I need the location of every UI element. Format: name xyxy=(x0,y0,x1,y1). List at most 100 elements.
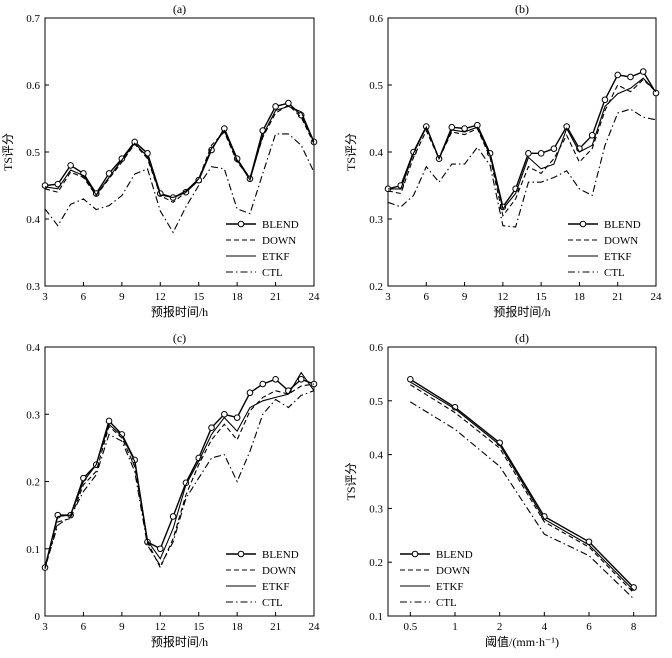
series-line-blend xyxy=(387,70,657,209)
data-point-blend xyxy=(537,150,545,157)
x-axis-title: 预报时间/h xyxy=(493,304,550,319)
y-tick-label: 0.3 xyxy=(369,214,383,226)
legend-label-down: DOWN xyxy=(436,565,470,577)
x-tick-label: 12 xyxy=(155,621,166,633)
y-tick-label: 0.3 xyxy=(369,503,383,515)
legend-label-down: DOWN xyxy=(262,565,296,577)
data-point-blend xyxy=(652,89,660,97)
series-line-etkf xyxy=(44,105,315,199)
legend-label-ctl: CTL xyxy=(262,267,283,279)
y-tick-label: 0.5 xyxy=(369,80,383,92)
legend-marker-blend xyxy=(237,550,245,558)
x-tick-label: 21 xyxy=(612,291,623,303)
data-point-blend xyxy=(195,176,203,184)
panel-title: (b) xyxy=(515,2,529,16)
data-point-blend xyxy=(259,380,267,388)
y-tick-label: 0.6 xyxy=(26,80,40,92)
legend-label-etkf: ETKF xyxy=(262,581,290,593)
plot-frame xyxy=(387,346,657,617)
data-point-blend xyxy=(550,145,558,152)
legend-label-ctl: CTL xyxy=(604,267,625,279)
data-point-blend xyxy=(156,545,164,553)
x-tick-label: 6 xyxy=(81,621,87,633)
data-point-blend xyxy=(310,380,318,388)
legend-marker-blend xyxy=(579,220,587,228)
x-tick-label: 18 xyxy=(232,621,244,633)
x-tick-label: 21 xyxy=(270,621,281,633)
x-axis-title: 阈值/(mm·h⁻¹) xyxy=(485,634,559,649)
y-tick-label: 0 xyxy=(35,611,41,623)
x-tick-label: 3 xyxy=(42,621,48,633)
x-tick-label: 1 xyxy=(452,621,458,633)
x-tick-label: 15 xyxy=(193,291,205,303)
x-tick-label: 12 xyxy=(497,291,508,303)
legend-label-ctl: CTL xyxy=(436,597,457,609)
x-tick-label: 15 xyxy=(193,621,205,633)
panel-title: (a) xyxy=(173,2,186,16)
x-tick-label: 4 xyxy=(542,621,548,633)
series-line-down xyxy=(387,78,657,217)
x-tick-label: 9 xyxy=(462,291,468,303)
data-point-blend xyxy=(297,375,305,383)
series-line-blend xyxy=(44,102,315,199)
series-line-ctl xyxy=(44,390,315,568)
legend-label-blend: BLEND xyxy=(262,219,299,231)
legend: BLEND DOWN ETKF CTL xyxy=(568,219,641,279)
y-tick-label: 0.1 xyxy=(26,544,40,556)
y-tick-label: 0.3 xyxy=(26,281,40,293)
legend-label-ctl: CTL xyxy=(262,597,283,609)
data-point-blend xyxy=(67,162,74,169)
series-line-etkf xyxy=(388,77,657,211)
y-axis-title: TS评分 xyxy=(344,462,358,500)
data-point-blend xyxy=(272,375,279,383)
legend-label-blend: BLEND xyxy=(436,549,473,561)
legend-label-blend: BLEND xyxy=(604,219,641,231)
data-point-blend xyxy=(272,103,279,110)
data-point-blend xyxy=(525,150,532,157)
x-tick-label: 24 xyxy=(309,291,321,303)
x-tick-label: 3 xyxy=(385,291,391,303)
y-tick-label: 0.7 xyxy=(26,13,40,25)
legend-marker-blend xyxy=(237,220,245,228)
y-tick-label: 0.1 xyxy=(369,611,383,623)
data-point-blend xyxy=(221,410,228,418)
series-line-down xyxy=(410,384,635,594)
y-tick-label: 0.2 xyxy=(369,281,383,293)
x-tick-label: 24 xyxy=(651,291,663,303)
legend-label-down: DOWN xyxy=(262,235,296,247)
x-tick-label: 15 xyxy=(536,291,548,303)
panel-title: (c) xyxy=(173,331,186,345)
data-point-blend xyxy=(407,375,414,383)
y-tick-label: 0.6 xyxy=(369,342,383,354)
x-tick-label: 2 xyxy=(497,621,503,633)
x-axis-title: 预报时间/h xyxy=(151,304,208,319)
x-tick-label: 0.5 xyxy=(403,621,417,633)
y-tick-label: 0.4 xyxy=(26,342,40,354)
series-line-down xyxy=(44,104,315,203)
x-tick-label: 9 xyxy=(119,291,125,303)
x-tick-label: 12 xyxy=(155,291,166,303)
panel-title: (d) xyxy=(515,331,529,345)
y-axis-title: TS评分 xyxy=(1,133,15,171)
y-tick-label: 0.4 xyxy=(369,450,383,462)
y-tick-label: 0.5 xyxy=(369,396,383,408)
data-point-blend xyxy=(208,424,215,432)
data-point-blend xyxy=(601,96,609,104)
x-tick-label: 6 xyxy=(586,621,592,633)
data-point-blend xyxy=(588,131,596,139)
data-point-blend xyxy=(461,125,468,132)
data-point-blend xyxy=(627,73,634,81)
data-point-blend xyxy=(169,513,177,520)
legend: BLEND DOWN ETKF CTL xyxy=(226,219,299,279)
data-point-blend xyxy=(285,99,292,107)
chart-panel-c: (c) 3 6 9 12 15 18 21 24 0 0.1 0.2 0.3 0.4 预报时间/h BLEND… xyxy=(26,331,320,649)
legend-label-etkf: ETKF xyxy=(262,251,290,263)
x-tick-label: 6 xyxy=(81,291,87,303)
chart-panel-d: (d) 0.5 1 2 4 6 8 0.1 0.2 0.3 0.4 0.5 0.6 阈值/(mm·h⁻¹)… xyxy=(344,331,657,649)
x-tick-label: 3 xyxy=(42,291,48,303)
legend-label-blend: BLEND xyxy=(262,549,299,561)
x-tick-label: 6 xyxy=(424,291,430,303)
y-tick-label: 0.2 xyxy=(26,477,40,489)
x-tick-label: 18 xyxy=(574,291,586,303)
